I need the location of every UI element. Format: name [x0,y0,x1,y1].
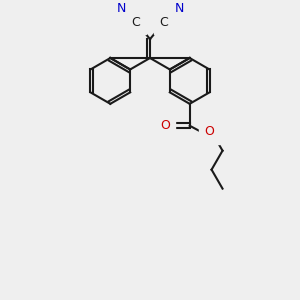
Text: O: O [205,125,214,138]
Text: C: C [131,16,140,29]
Text: N: N [116,2,126,14]
Text: O: O [160,119,170,132]
Text: N: N [174,2,184,14]
Text: C: C [160,16,169,29]
